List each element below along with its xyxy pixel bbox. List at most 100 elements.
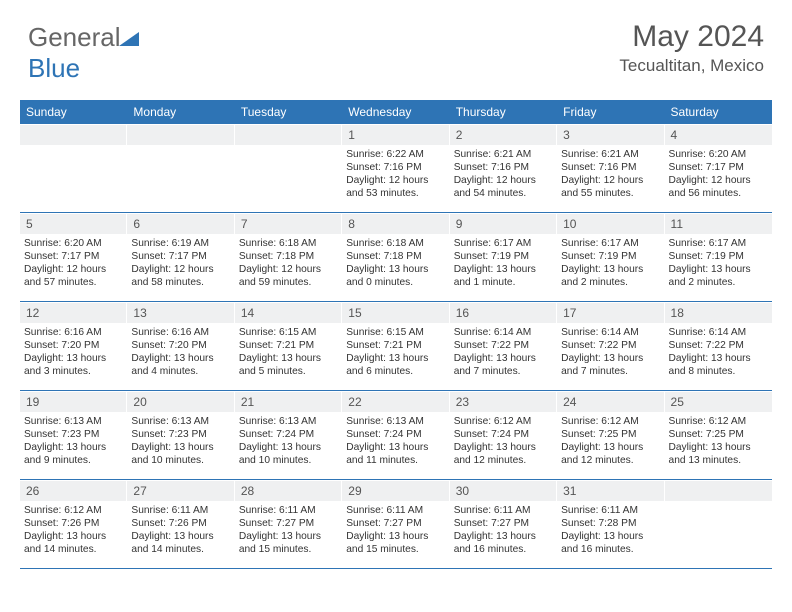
calendar-cell: 28Sunrise: 6:11 AMSunset: 7:27 PMDayligh…	[235, 480, 342, 568]
sunset-text: Sunset: 7:25 PM	[561, 428, 660, 441]
daylight-text: Daylight: 13 hours and 4 minutes.	[131, 352, 230, 378]
sunrise-text: Sunrise: 6:20 AM	[24, 237, 123, 250]
daylight-text: Daylight: 13 hours and 14 minutes.	[24, 530, 123, 556]
day-number: 21	[235, 392, 341, 412]
day-number: 7	[235, 214, 341, 234]
daylight-text: Daylight: 13 hours and 3 minutes.	[24, 352, 123, 378]
daylight-text: Daylight: 12 hours and 59 minutes.	[239, 263, 338, 289]
day-number: 15	[342, 303, 448, 323]
day-detail: Sunrise: 6:16 AMSunset: 7:20 PMDaylight:…	[20, 323, 127, 383]
daylight-text: Daylight: 12 hours and 56 minutes.	[669, 174, 768, 200]
day-detail: Sunrise: 6:11 AMSunset: 7:28 PMDaylight:…	[557, 501, 664, 561]
day-detail: Sunrise: 6:22 AMSunset: 7:16 PMDaylight:…	[342, 145, 449, 205]
calendar-cell: 9Sunrise: 6:17 AMSunset: 7:19 PMDaylight…	[450, 213, 557, 301]
day-header: Friday	[557, 100, 664, 124]
sunset-text: Sunset: 7:27 PM	[346, 517, 445, 530]
logo-text-1: General	[28, 22, 121, 52]
sunset-text: Sunset: 7:16 PM	[454, 161, 553, 174]
day-number: 17	[557, 303, 663, 323]
calendar-cell	[127, 124, 234, 212]
day-number: 18	[665, 303, 772, 323]
sunset-text: Sunset: 7:17 PM	[24, 250, 123, 263]
day-number: 24	[557, 392, 663, 412]
calendar-cell: 5Sunrise: 6:20 AMSunset: 7:17 PMDaylight…	[20, 213, 127, 301]
sunset-text: Sunset: 7:20 PM	[24, 339, 123, 352]
calendar-cell: 20Sunrise: 6:13 AMSunset: 7:23 PMDayligh…	[127, 391, 234, 479]
sunrise-text: Sunrise: 6:22 AM	[346, 148, 445, 161]
day-header: Thursday	[450, 100, 557, 124]
day-detail: Sunrise: 6:12 AMSunset: 7:25 PMDaylight:…	[557, 412, 664, 472]
sunrise-text: Sunrise: 6:11 AM	[346, 504, 445, 517]
sunset-text: Sunset: 7:19 PM	[454, 250, 553, 263]
day-number: 28	[235, 481, 341, 501]
day-detail: Sunrise: 6:13 AMSunset: 7:24 PMDaylight:…	[342, 412, 449, 472]
day-number: 6	[127, 214, 233, 234]
sunrise-text: Sunrise: 6:16 AM	[131, 326, 230, 339]
sunrise-text: Sunrise: 6:12 AM	[24, 504, 123, 517]
sunrise-text: Sunrise: 6:19 AM	[131, 237, 230, 250]
day-detail: Sunrise: 6:13 AMSunset: 7:23 PMDaylight:…	[20, 412, 127, 472]
daylight-text: Daylight: 13 hours and 10 minutes.	[131, 441, 230, 467]
day-number: 30	[450, 481, 556, 501]
sunset-text: Sunset: 7:28 PM	[561, 517, 660, 530]
calendar-cell: 25Sunrise: 6:12 AMSunset: 7:25 PMDayligh…	[665, 391, 772, 479]
logo-triangle-icon	[119, 30, 139, 48]
day-number: 12	[20, 303, 126, 323]
day-detail: Sunrise: 6:11 AMSunset: 7:27 PMDaylight:…	[235, 501, 342, 561]
day-number: 8	[342, 214, 448, 234]
day-detail: Sunrise: 6:16 AMSunset: 7:20 PMDaylight:…	[127, 323, 234, 383]
daylight-text: Daylight: 13 hours and 12 minutes.	[454, 441, 553, 467]
calendar-week: 26Sunrise: 6:12 AMSunset: 7:26 PMDayligh…	[20, 480, 772, 569]
calendar-cell	[20, 124, 127, 212]
sunrise-text: Sunrise: 6:18 AM	[239, 237, 338, 250]
sunrise-text: Sunrise: 6:14 AM	[454, 326, 553, 339]
sunset-text: Sunset: 7:17 PM	[669, 161, 768, 174]
sunrise-text: Sunrise: 6:18 AM	[346, 237, 445, 250]
calendar-cell: 7 Sunrise: 6:18 AMSunset: 7:18 PMDaylight…	[235, 213, 342, 301]
sunset-text: Sunset: 7:27 PM	[239, 517, 338, 530]
day-number	[127, 125, 233, 145]
sunrise-text: Sunrise: 6:13 AM	[24, 415, 123, 428]
sunrise-text: Sunrise: 6:11 AM	[454, 504, 553, 517]
sunset-text: Sunset: 7:19 PM	[669, 250, 768, 263]
sunset-text: Sunset: 7:22 PM	[561, 339, 660, 352]
day-number: 29	[342, 481, 448, 501]
sunrise-text: Sunrise: 6:12 AM	[669, 415, 768, 428]
logo-text-2: Blue	[28, 53, 80, 83]
day-detail: Sunrise: 6:14 AMSunset: 7:22 PMDaylight:…	[450, 323, 557, 383]
sunset-text: Sunset: 7:23 PM	[24, 428, 123, 441]
calendar-week: 12Sunrise: 6:16 AMSunset: 7:20 PMDayligh…	[20, 302, 772, 391]
daylight-text: Daylight: 13 hours and 2 minutes.	[561, 263, 660, 289]
sunset-text: Sunset: 7:18 PM	[346, 250, 445, 263]
day-number: 14	[235, 303, 341, 323]
sunset-text: Sunset: 7:20 PM	[131, 339, 230, 352]
sunset-text: Sunset: 7:26 PM	[131, 517, 230, 530]
sunrise-text: Sunrise: 6:21 AM	[454, 148, 553, 161]
daylight-text: Daylight: 13 hours and 7 minutes.	[561, 352, 660, 378]
sunset-text: Sunset: 7:24 PM	[239, 428, 338, 441]
daylight-text: Daylight: 12 hours and 53 minutes.	[346, 174, 445, 200]
calendar-cell: 4Sunrise: 6:20 AMSunset: 7:17 PMDaylight…	[665, 124, 772, 212]
calendar-cell: 17Sunrise: 6:14 AMSunset: 7:22 PMDayligh…	[557, 302, 664, 390]
sunset-text: Sunset: 7:22 PM	[454, 339, 553, 352]
location: Tecualtitan, Mexico	[619, 56, 764, 76]
day-number: 3	[557, 125, 663, 145]
daylight-text: Daylight: 12 hours and 54 minutes.	[454, 174, 553, 200]
sunrise-text: Sunrise: 6:11 AM	[239, 504, 338, 517]
day-number	[20, 125, 126, 145]
daylight-text: Daylight: 13 hours and 5 minutes.	[239, 352, 338, 378]
day-detail: Sunrise: 6:19 AMSunset: 7:17 PMDaylight:…	[127, 234, 234, 294]
sunset-text: Sunset: 7:18 PM	[239, 250, 338, 263]
sunset-text: Sunset: 7:25 PM	[669, 428, 768, 441]
calendar-cell: 26Sunrise: 6:12 AMSunset: 7:26 PMDayligh…	[20, 480, 127, 568]
calendar-cell: 11Sunrise: 6:17 AMSunset: 7:19 PMDayligh…	[665, 213, 772, 301]
day-detail: Sunrise: 6:11 AMSunset: 7:27 PMDaylight:…	[450, 501, 557, 561]
day-detail: Sunrise: 6:14 AMSunset: 7:22 PMDaylight:…	[665, 323, 772, 383]
day-detail: Sunrise: 6:11 AMSunset: 7:26 PMDaylight:…	[127, 501, 234, 561]
day-detail: Sunrise: 6:17 AMSunset: 7:19 PMDaylight:…	[557, 234, 664, 294]
day-header: Wednesday	[342, 100, 449, 124]
day-header: Monday	[127, 100, 234, 124]
daylight-text: Daylight: 13 hours and 12 minutes.	[561, 441, 660, 467]
calendar-cell: 10Sunrise: 6:17 AMSunset: 7:19 PMDayligh…	[557, 213, 664, 301]
sunrise-text: Sunrise: 6:12 AM	[454, 415, 553, 428]
